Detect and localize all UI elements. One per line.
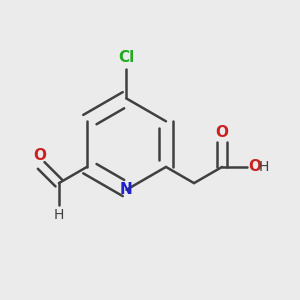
- Text: Cl: Cl: [118, 50, 135, 65]
- Text: N: N: [120, 182, 133, 197]
- Text: O: O: [216, 124, 229, 140]
- Text: H: H: [54, 208, 64, 222]
- Text: O: O: [33, 148, 46, 163]
- Text: H: H: [258, 160, 269, 174]
- Text: O: O: [249, 159, 262, 174]
